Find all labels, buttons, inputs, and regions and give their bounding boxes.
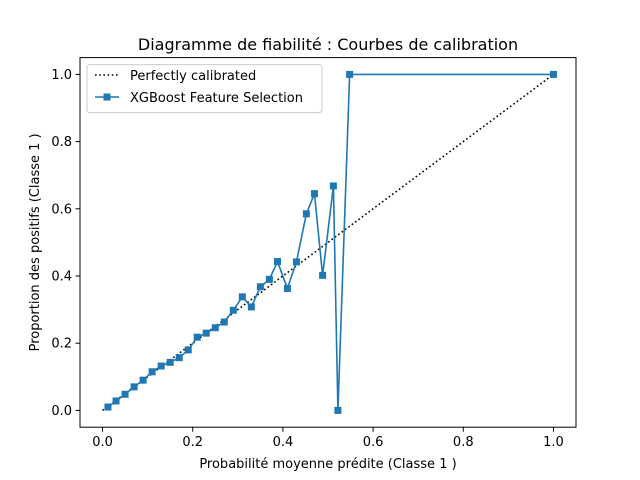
y-tick-label: 0.2 (51, 337, 72, 352)
data-point-xgboost-feature-selection (329, 182, 337, 190)
data-point-xgboost-feature-selection (283, 284, 291, 292)
data-point-xgboost-feature-selection (319, 271, 327, 279)
data-point-xgboost-feature-selection (292, 258, 300, 266)
data-point-xgboost-feature-selection (104, 403, 112, 411)
y-tick-label: 0.6 (51, 202, 72, 217)
data-point-xgboost-feature-selection (549, 70, 557, 78)
data-point-xgboost-feature-selection (229, 306, 237, 314)
axes-frame (79, 57, 577, 428)
x-tick-label: 0.6 (363, 435, 384, 450)
data-point-xgboost-feature-selection (139, 376, 147, 384)
data-point-xgboost-feature-selection (211, 324, 219, 332)
data-point-xgboost-feature-selection (148, 368, 156, 376)
y-axis-label: Proportion des positifs (Classe 1 ) (28, 133, 43, 351)
x-axis: 0.0 0.2 0.4 0.6 0.8 1.0 (92, 427, 564, 450)
data-point-xgboost-feature-selection (346, 70, 354, 78)
data-point-xgboost-feature-selection (175, 354, 183, 362)
data-point-xgboost-feature-selection (247, 303, 255, 311)
data-point-xgboost-feature-selection (112, 397, 120, 405)
plot-area (102, 70, 557, 414)
data-point-xgboost-feature-selection (302, 210, 310, 218)
data-point-xgboost-feature-selection (157, 362, 165, 370)
x-tick-label: 0.4 (273, 435, 294, 450)
data-point-xgboost-feature-selection (334, 406, 342, 414)
data-point-xgboost-feature-selection (184, 346, 192, 354)
y-tick-label: 1.0 (51, 68, 72, 83)
legend-label-xgboost: XGBoost Feature Selection (130, 91, 303, 106)
y-tick-label: 0.0 (51, 404, 72, 419)
data-point-xgboost-feature-selection (202, 329, 210, 337)
data-point-xgboost-feature-selection (193, 333, 201, 341)
x-tick-label: 0.2 (182, 435, 203, 450)
data-point-xgboost-feature-selection (273, 258, 281, 266)
x-axis-label: Probabilité moyenne prédite (Classe 1 ) (199, 457, 456, 472)
y-tick-label: 0.4 (51, 270, 72, 285)
data-point-xgboost-feature-selection (121, 390, 129, 398)
legend-marker-xgboost (103, 93, 111, 101)
data-point-xgboost-feature-selection (238, 293, 246, 301)
x-tick-label: 0.8 (453, 435, 474, 450)
legend: Perfectly calibrated XGBoost Feature Sel… (86, 64, 323, 114)
data-point-xgboost-feature-selection (166, 358, 174, 366)
data-point-xgboost-feature-selection (256, 283, 264, 291)
data-point-xgboost-feature-selection (220, 318, 228, 326)
chart-title: Diagramme de fiabilité : Courbes de cali… (138, 35, 518, 54)
legend-box (86, 64, 323, 114)
data-point-xgboost-feature-selection (130, 383, 138, 391)
legend-label-perfectly-calibrated: Perfectly calibrated (130, 69, 256, 84)
y-tick-label: 0.8 (51, 135, 72, 150)
x-tick-label: 0.0 (92, 435, 113, 450)
data-point-xgboost-feature-selection (310, 190, 318, 198)
x-tick-label: 1.0 (543, 435, 564, 450)
y-axis: 0.0 0.2 0.4 0.6 0.8 1.0 (51, 68, 80, 419)
data-point-xgboost-feature-selection (265, 275, 273, 283)
